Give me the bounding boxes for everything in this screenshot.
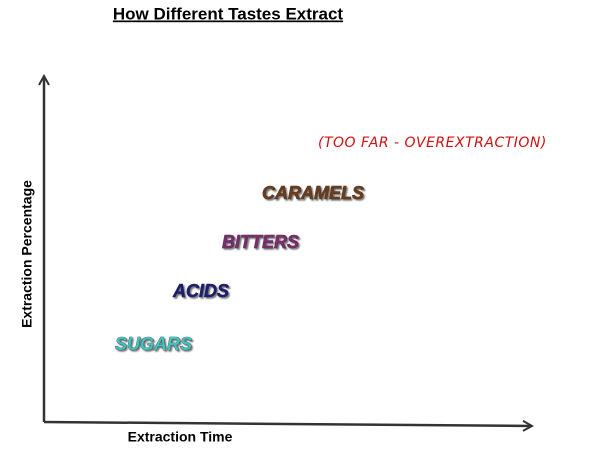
x-axis <box>43 422 532 426</box>
taste-labels: SUGARS ACIDS BITTERS CARAMELS <box>115 182 365 354</box>
taste-label: CARAMELS <box>262 183 364 203</box>
y-axis-label: Extraction Percentage <box>19 180 35 328</box>
taste-label: SUGARS <box>115 334 192 354</box>
title: How Different Tastes Extract <box>113 4 344 23</box>
overextraction-note: (TOO FAR - OVEREXTRACTION) <box>318 135 547 151</box>
taste-label: BITTERS <box>222 232 299 252</box>
taste-label: ACIDS <box>172 281 229 301</box>
x-axis-label: Extraction Time <box>128 429 233 445</box>
